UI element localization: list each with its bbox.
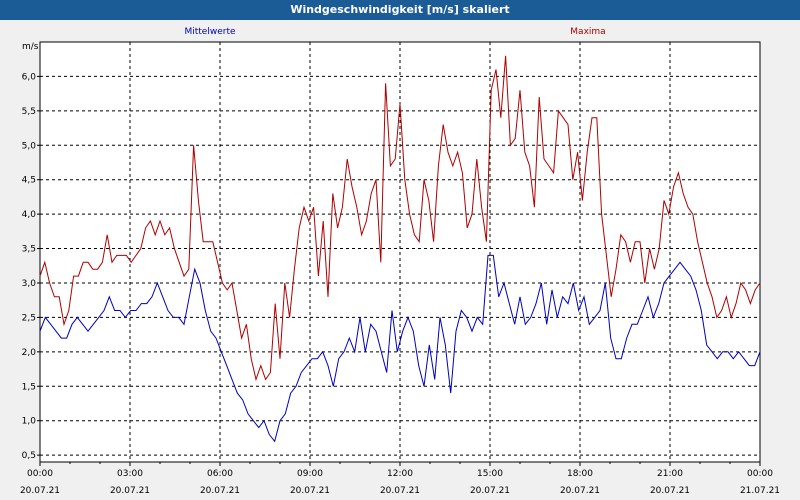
y-tick-label: 1,0: [22, 417, 37, 427]
series-line-maxima: [39, 55, 761, 382]
series-lines: [39, 55, 761, 443]
x-tick-time: 00:00: [27, 469, 53, 479]
y-tick-label: 3,0: [22, 279, 37, 289]
y-tick-label: 4,0: [22, 210, 37, 220]
window-title: Windgeschwindigkeit [m/s] skaliert: [0, 0, 800, 20]
x-tick-time: 12:00: [387, 469, 413, 479]
y-tick-label: 6,0: [22, 72, 37, 82]
x-tick-time: 00:00: [747, 469, 773, 479]
x-tick-date: 20.07.21: [470, 486, 510, 496]
legend: Mittelwerte Maxima: [184, 27, 605, 37]
legend-entry: Maxima: [570, 27, 605, 37]
x-tick-date: 20.07.21: [110, 486, 150, 496]
y-tick-label: 4,5: [22, 176, 36, 186]
x-tick-date: 20.07.21: [200, 486, 240, 496]
x-tick-date: 20.07.21: [560, 486, 600, 496]
series-line-mittelwerte: [39, 254, 761, 443]
y-tick-label: 3,5: [22, 245, 36, 255]
x-tick-date: 20.07.21: [20, 486, 60, 496]
y-tick-label: 2,0: [22, 348, 37, 358]
grid-lines: [40, 42, 760, 462]
x-axis-ticks: 00:00 20.07.21 03:00 20.07.21 06:00 20.07.21 0…: [20, 462, 780, 496]
y-axis-ticks: 0,5 1,0 1,5 2,0 2,5 3,0 3,5 4,0 4,5 5,0 5,5 6,0: [22, 72, 40, 461]
x-tick-time: 06:00: [207, 469, 233, 479]
x-tick-date: 20.07.21: [290, 486, 330, 496]
y-axis-label: m/s: [22, 42, 39, 52]
y-tick-label: 2,5: [22, 313, 36, 323]
y-tick-label: 5,0: [22, 141, 37, 151]
y-tick-label: 5,5: [22, 107, 36, 117]
x-tick-date: 20.07.21: [380, 486, 420, 496]
wind-speed-chart: 0,5 1,0 1,5 2,0 2,5 3,0 3,5 4,0 4,5 5,0 5,5 6,0 00:…: [0, 20, 800, 500]
x-tick-date: 21.07.21: [740, 486, 780, 496]
x-tick-time: 03:00: [117, 469, 143, 479]
x-tick-time: 18:00: [567, 469, 593, 479]
x-tick-date: 20.07.21: [650, 486, 690, 496]
x-tick-time: 21:00: [657, 469, 683, 479]
y-tick-label: 1,5: [22, 382, 36, 392]
legend-entry: Mittelwerte: [184, 27, 235, 37]
x-tick-time: 15:00: [477, 469, 503, 479]
x-tick-time: 09:00: [297, 469, 323, 479]
y-tick-label: 0,5: [22, 451, 36, 461]
